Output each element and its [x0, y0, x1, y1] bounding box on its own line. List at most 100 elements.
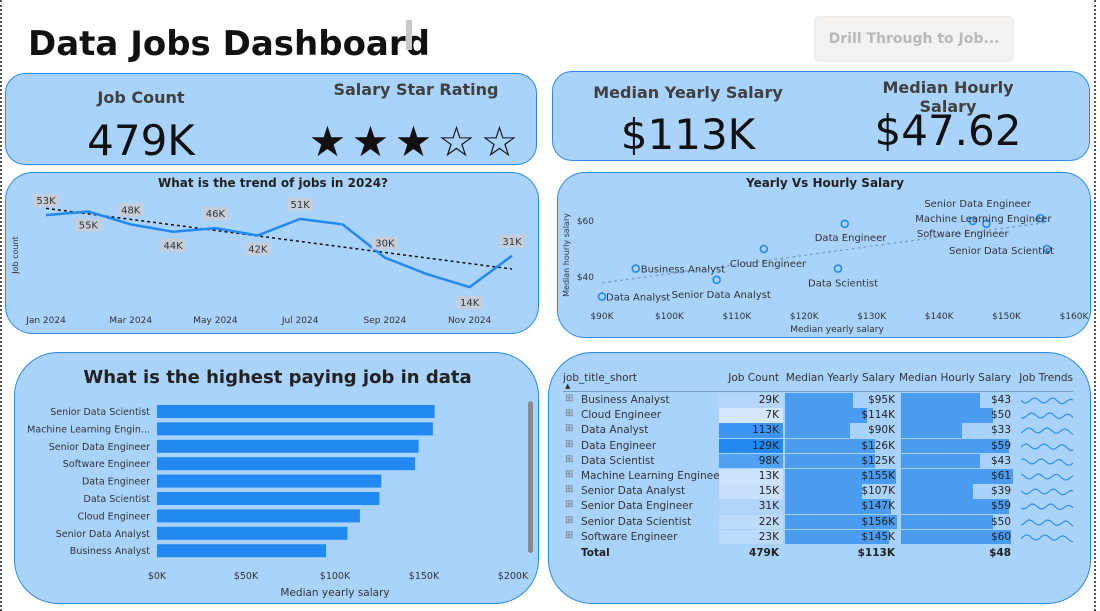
star-filled-icon: ★ — [308, 117, 347, 166]
expand-icon[interactable]: ⊞ — [565, 529, 574, 541]
bar-chart[interactable]: Senior Data Scientist Machine Learning En… — [15, 353, 540, 605]
sort-indicator-icon[interactable]: ▲ — [565, 382, 571, 390]
scatter-point[interactable] — [759, 244, 769, 254]
trend-data-label: 53K — [36, 196, 56, 207]
table-header-cell[interactable]: job_title_short — [563, 372, 638, 384]
bar[interactable] — [157, 509, 360, 523]
scatter-point[interactable] — [1042, 244, 1052, 254]
scatter-point[interactable] — [712, 275, 721, 285]
table-header-divider — [563, 391, 1073, 392]
bar-category-label: Software Engineer — [63, 459, 150, 470]
bar[interactable] — [157, 492, 380, 505]
job-trend-sparkline — [1021, 503, 1074, 511]
table-header-cell[interactable]: Job Count — [728, 372, 779, 384]
expand-icon[interactable]: ⊞ — [565, 499, 574, 511]
job-count-cell: 98K — [719, 453, 783, 469]
scatter-x-tick: $140K — [925, 312, 955, 322]
kpi-card-salary: Median Yearly Salary $113K Median Hourly… — [552, 71, 1090, 161]
bar[interactable] — [157, 457, 416, 471]
bar-category-label: Senior Data Engineer — [49, 442, 150, 453]
bar[interactable] — [157, 405, 435, 418]
scatter-point[interactable] — [968, 216, 978, 226]
drill-through-button[interactable]: Drill Through to Job... — [814, 16, 1014, 62]
median-hourly-cell: $50 — [901, 514, 1013, 530]
scatter-x-tick: $150K — [992, 312, 1022, 322]
table-row[interactable]: ⊞ Senior Data Analyst 15K $107K $39 — [563, 484, 1078, 499]
trend-series-line[interactable] — [45, 210, 513, 289]
scatter-chart[interactable]: Median hourly salary Median yearly salary… — [558, 173, 1092, 339]
table-row[interactable]: ⊞ Data Engineer 129K $126K $59 — [563, 438, 1078, 454]
trend-line-chart[interactable]: Job count 53K 55K 48K 44K 46K 42K 51K 30K 14K 31K J… — [6, 173, 540, 335]
table-row[interactable]: ⊞ Senior Data Scientist 22K $156K $50 — [563, 514, 1078, 530]
scatter-xlabel: Median yearly salary — [790, 325, 884, 335]
scatter-point[interactable] — [840, 219, 850, 229]
total-yearly: $113K — [857, 547, 895, 559]
table-header-cell[interactable]: Median Yearly Salary — [785, 372, 895, 384]
median-yearly-value: $90K — [868, 424, 895, 437]
expand-icon[interactable]: ⊞ — [565, 408, 574, 420]
bar[interactable] — [157, 422, 433, 436]
expand-icon[interactable]: ⊞ — [565, 469, 574, 480]
median-hourly-value: $50 — [990, 409, 1011, 422]
bar[interactable] — [157, 526, 348, 540]
expand-icon[interactable]: ⊞ — [565, 438, 574, 450]
title-cursor-mark — [406, 20, 412, 50]
median-hourly-databar — [901, 484, 973, 499]
expand-icon[interactable]: ⊞ — [565, 484, 574, 496]
scatter-point[interactable] — [833, 264, 843, 273]
trend-data-label: 48K — [121, 205, 141, 216]
table-header-cell[interactable]: Job Trends — [1019, 372, 1073, 384]
table-card: job_title_short Job Count Median Yearly Sa… — [548, 352, 1091, 604]
median-yearly-databar — [785, 499, 891, 515]
expand-icon[interactable]: ⊞ — [565, 423, 574, 435]
table-row[interactable]: ⊞ Data Analyst 113K $90K $33 — [563, 423, 1078, 439]
scatter-y-tick: $40 — [577, 273, 594, 283]
expand-icon[interactable]: ⊞ — [565, 514, 574, 526]
trend-data-label-bg — [117, 203, 144, 217]
expand-icon[interactable]: ⊞ — [565, 453, 574, 465]
job-title-cell: Senior Data Engineer — [581, 500, 693, 513]
table-row[interactable]: ⊞ Cloud Engineer 7K $114K $50 — [563, 408, 1078, 423]
scatter-point[interactable] — [631, 264, 641, 273]
median-hourly-cell: $50 — [901, 408, 1013, 423]
scatter-point-label: Senior Data Scientist — [949, 246, 1054, 257]
table-row[interactable]: ⊞ Machine Learning Engineer 13K $155K $61 — [563, 469, 1078, 484]
table-row[interactable]: ⊞ Senior Data Engineer 31K $147K $59 — [563, 499, 1078, 515]
table-header-cell[interactable]: Median Hourly Salary — [899, 372, 1012, 384]
median-yearly-databar — [785, 469, 897, 484]
median-yearly-value: $95K — [868, 394, 895, 406]
job-title-cell: Senior Data Scientist — [581, 515, 692, 528]
median-hourly-cell: $43 — [901, 453, 1013, 469]
bar-chart-scrollbar[interactable] — [528, 401, 533, 553]
table-row[interactable]: ⊞ Software Engineer 23K $145K $60 — [563, 529, 1078, 545]
median-hourly-cell: $59 — [901, 499, 1013, 515]
median-yearly-databar — [785, 484, 862, 499]
bar-category-label: Data Scientist — [84, 494, 151, 505]
expand-icon[interactable]: ⊞ — [565, 393, 574, 404]
scatter-point[interactable] — [982, 219, 991, 229]
scatter-x-tick: $130K — [857, 312, 887, 322]
table-row[interactable]: ⊞ Business Analyst 29K $95K $43 — [563, 393, 1078, 408]
table-row[interactable]: ⊞ Data Scientist 98K $125K $43 — [563, 453, 1078, 469]
scatter-point[interactable] — [1035, 213, 1045, 223]
star-empty-icon: ☆ — [437, 117, 476, 166]
trend-data-label: 51K — [291, 200, 311, 211]
trend-x-tick: Mar 2024 — [109, 316, 152, 326]
scatter-x-tick: $110K — [722, 312, 752, 322]
bar[interactable] — [157, 474, 382, 488]
bar[interactable] — [157, 439, 419, 453]
page-edge-left — [0, 0, 2, 611]
job-trend-sparkline — [1021, 458, 1074, 466]
scatter-point[interactable] — [597, 292, 607, 301]
trend-data-label-bg — [287, 197, 314, 211]
trend-x-tick: Jul 2024 — [281, 316, 319, 326]
median-yearly-value: $156K — [861, 515, 895, 528]
bar-category-label: Machine Learning Engin... — [27, 424, 150, 435]
median-yearly-databar — [785, 529, 890, 545]
bar[interactable] — [157, 544, 327, 558]
median-hourly-cell: $60 — [901, 529, 1013, 545]
job-count-cell: 113K — [719, 423, 783, 439]
median-yearly-cell: $147K — [785, 499, 897, 515]
trend-trendline — [45, 207, 513, 270]
median-hourly-databar — [901, 469, 1013, 484]
